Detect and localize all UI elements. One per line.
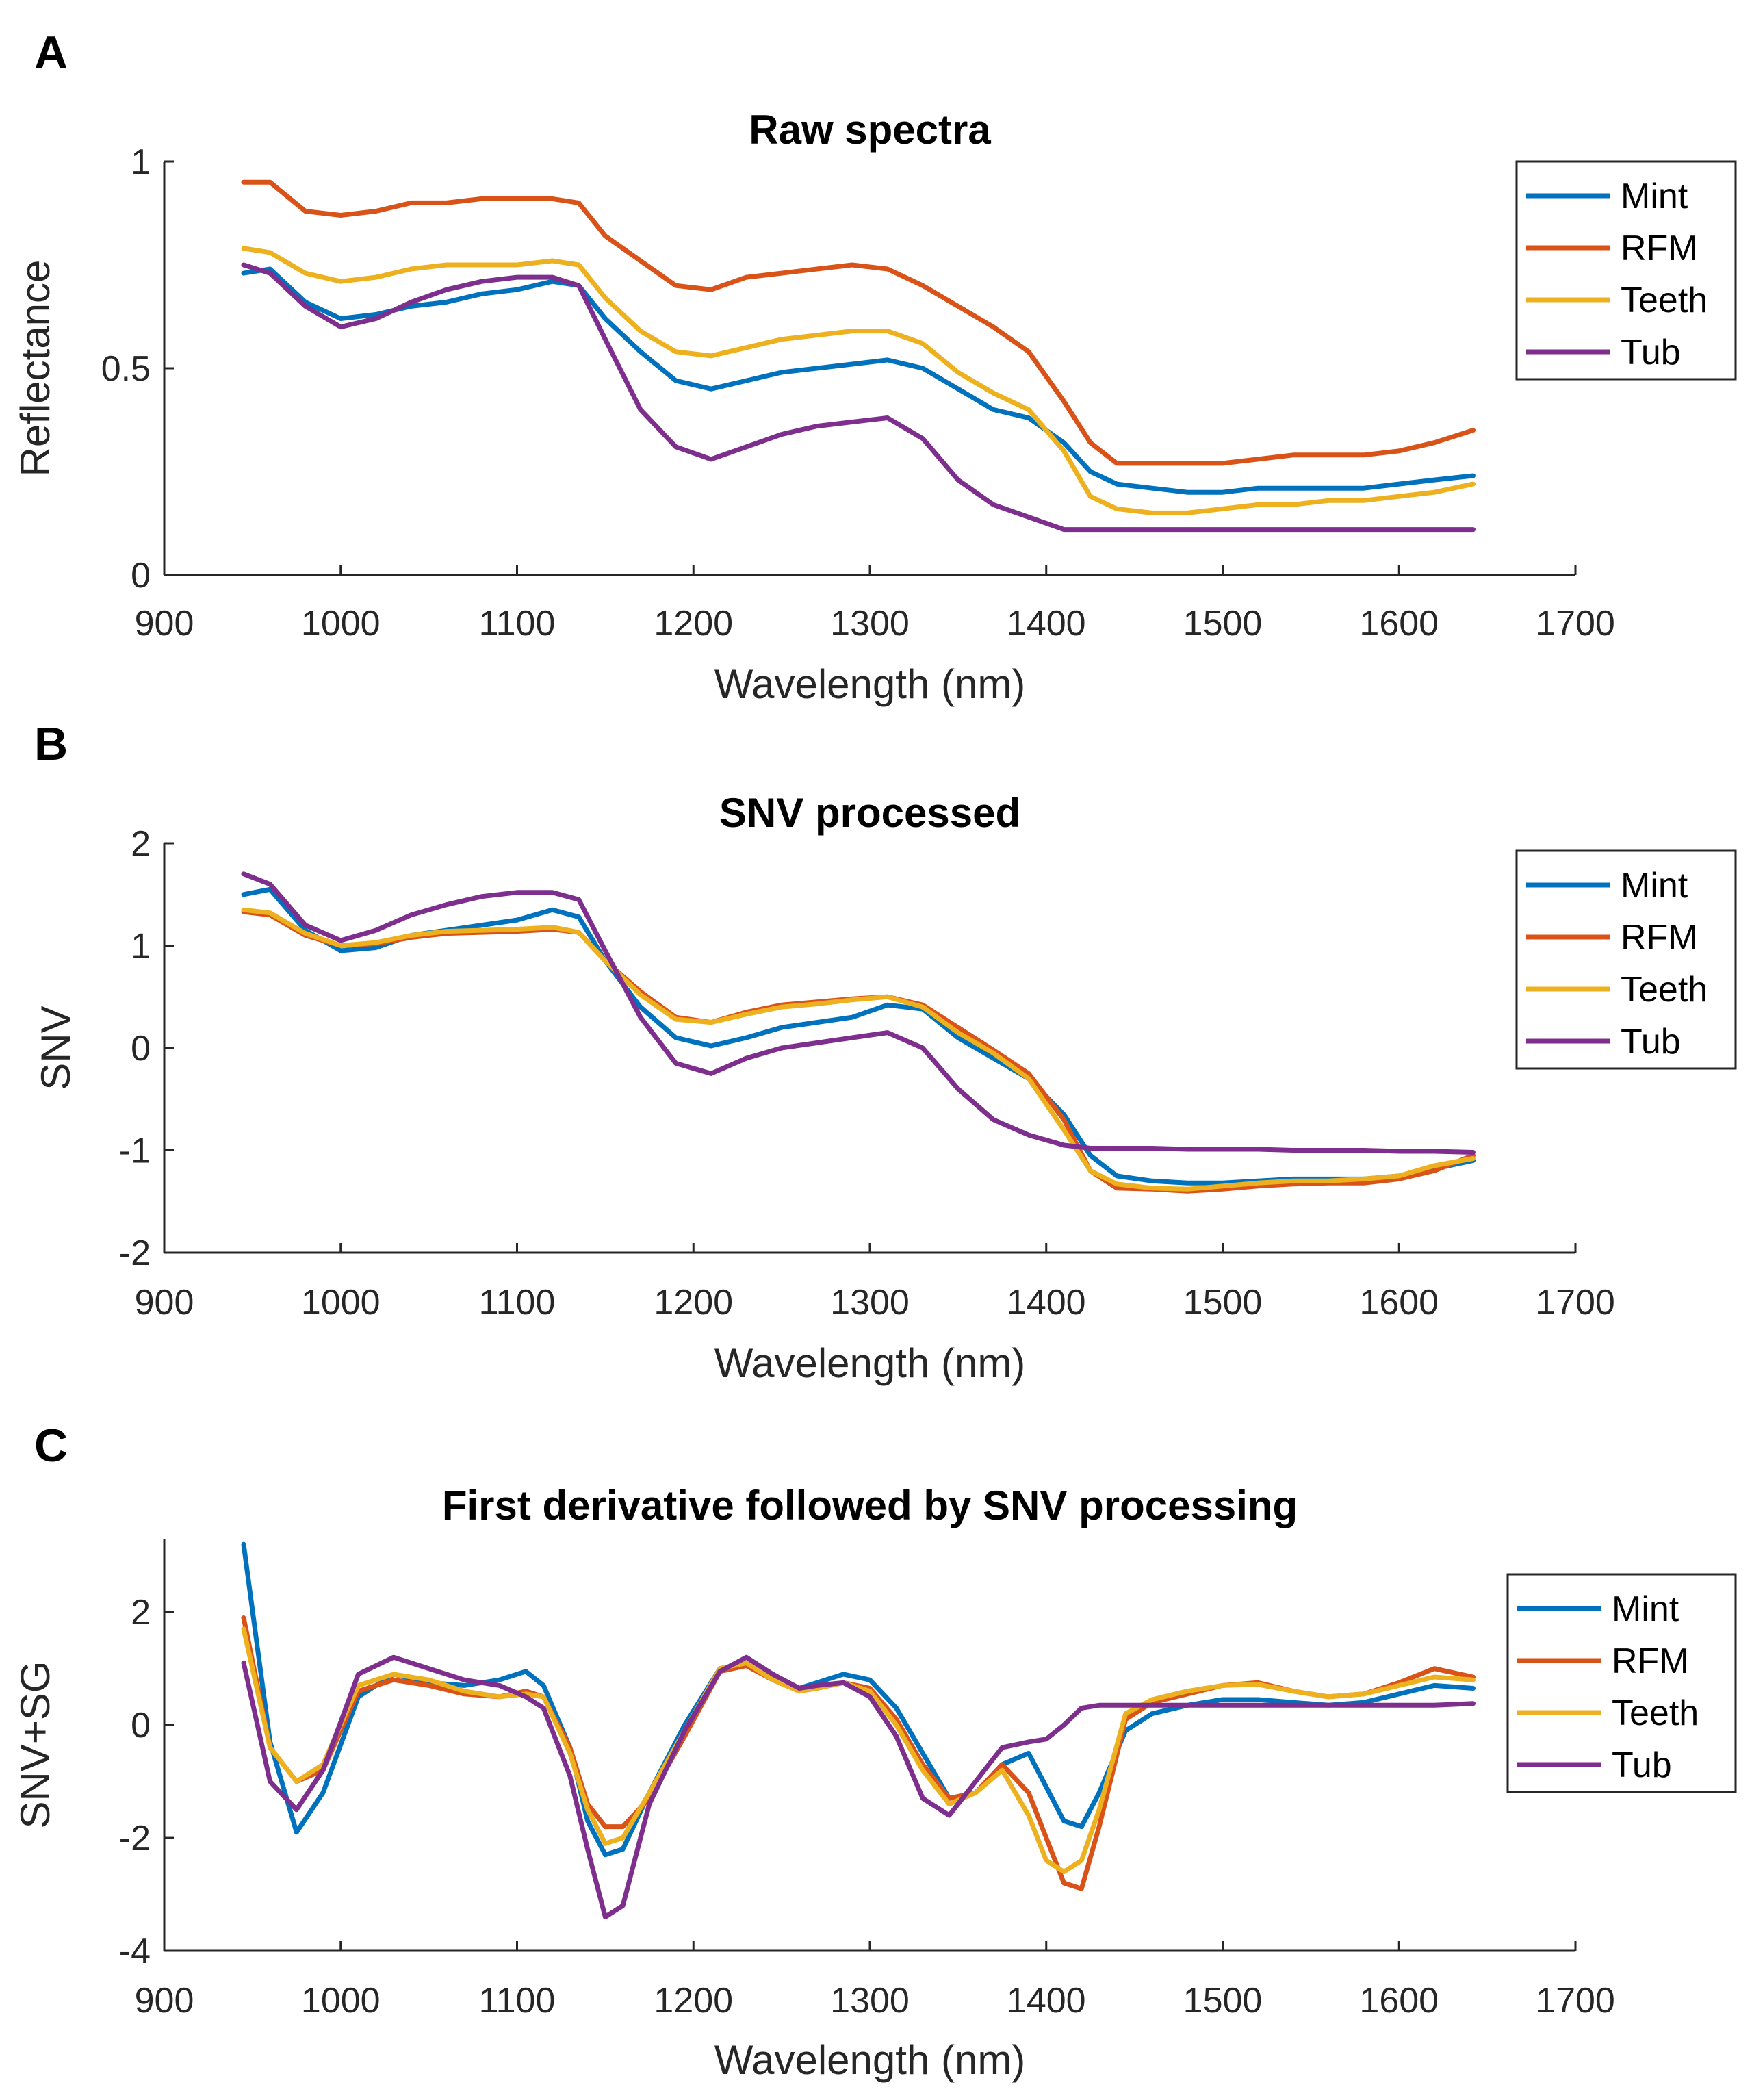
x-tick-label: 1200 bbox=[654, 1981, 733, 2021]
x-tick-label: 1400 bbox=[1007, 604, 1086, 643]
legend: Mint RFM Teeth Tub bbox=[1506, 1573, 1737, 1793]
panel-b: B SNV processed 900 1000 1100 1200 1300 1400 150… bbox=[33, 718, 1737, 1386]
chart-title: Raw spectra bbox=[749, 107, 991, 153]
series-line-mint bbox=[241, 1541, 1476, 1858]
series-line-teeth bbox=[241, 246, 1476, 515]
legend-label: RFM bbox=[1621, 229, 1698, 268]
x-tick-label: 1700 bbox=[1536, 1283, 1615, 1322]
series-line-rfm bbox=[241, 179, 1476, 466]
legend-label: RFM bbox=[1612, 1641, 1689, 1681]
x-tick-label: 1100 bbox=[479, 1981, 556, 2021]
series-line-mint bbox=[241, 266, 1476, 495]
x-tick-label: 1300 bbox=[830, 1283, 910, 1322]
x-tick-label: 1600 bbox=[1359, 604, 1439, 643]
x-tick-label: 900 bbox=[135, 604, 194, 643]
panel-c: C First derivative followed by SNV proces… bbox=[12, 1420, 1737, 2083]
x-tick-label: 1000 bbox=[301, 1981, 381, 2021]
x-tick-label: 1300 bbox=[830, 1981, 910, 2021]
y-tick-label: 0 bbox=[131, 1029, 151, 1068]
y-tick-label: 0.5 bbox=[101, 349, 151, 389]
legend: Mint RFM Teeth Tub bbox=[1515, 160, 1737, 381]
legend-label: Teeth bbox=[1621, 281, 1708, 320]
legend-label: Tub bbox=[1612, 1745, 1672, 1785]
legend: Mint RFM Teeth Tub bbox=[1515, 849, 1737, 1070]
x-tick-label: 1200 bbox=[654, 604, 733, 643]
x-tick-label: 900 bbox=[135, 1981, 194, 2021]
x-axis-label: Wavelength (nm) bbox=[714, 661, 1026, 707]
x-tick-label: 1400 bbox=[1007, 1981, 1086, 2021]
x-tick-label: 1600 bbox=[1359, 1981, 1439, 2021]
legend-label: Tub bbox=[1621, 333, 1681, 372]
y-tick-label: -4 bbox=[119, 1932, 151, 1971]
series-line-tub bbox=[241, 1654, 1476, 1919]
x-tick-label: 1000 bbox=[301, 604, 381, 643]
y-tick-label: 1 bbox=[131, 142, 151, 182]
x-tick-label: 1300 bbox=[830, 604, 910, 643]
legend-label: Mint bbox=[1621, 177, 1688, 216]
series-line-tub bbox=[241, 262, 1476, 533]
y-tick-label: 2 bbox=[131, 1593, 151, 1632]
series-line-tub bbox=[241, 871, 1476, 1155]
x-tick-label: 1600 bbox=[1359, 1283, 1439, 1322]
series-line-teeth bbox=[241, 907, 1476, 1192]
x-tick-label: 1500 bbox=[1183, 1283, 1263, 1322]
y-axis-label: SNV bbox=[33, 1006, 79, 1090]
x-tick-label: 900 bbox=[135, 1283, 194, 1322]
chart-title: First derivative followed by SNV process… bbox=[442, 1483, 1298, 1528]
legend-label: Teeth bbox=[1612, 1693, 1699, 1733]
legend-label: Tub bbox=[1621, 1022, 1681, 1062]
legend-label: Mint bbox=[1621, 866, 1688, 906]
chart-title: SNV processed bbox=[719, 790, 1020, 836]
y-tick-label: 0 bbox=[131, 1706, 151, 1745]
legend-label: Mint bbox=[1612, 1589, 1679, 1629]
series-line-rfm bbox=[241, 1615, 1476, 1891]
x-tick-label: 1100 bbox=[479, 604, 556, 643]
legend-label: RFM bbox=[1621, 918, 1698, 958]
panel-letter: B bbox=[34, 718, 68, 770]
y-tick-label: 2 bbox=[131, 824, 151, 864]
x-axis-label: Wavelength (nm) bbox=[714, 1340, 1026, 1386]
x-tick-label: 1200 bbox=[654, 1283, 733, 1322]
y-tick-label: -1 bbox=[119, 1131, 151, 1171]
panel-a: A Raw spectra 900 1000 1100 1200 1300 1400 1500 1… bbox=[12, 27, 1737, 707]
panel-letter: C bbox=[34, 1420, 68, 1472]
x-axis-label: Wavelength (nm) bbox=[714, 2037, 1026, 2083]
x-tick-label: 1400 bbox=[1007, 1283, 1086, 1322]
legend-label: Teeth bbox=[1621, 970, 1708, 1010]
x-tick-label: 1700 bbox=[1536, 604, 1615, 643]
x-tick-label: 1500 bbox=[1183, 1981, 1263, 2021]
y-axis-label: Reflectance bbox=[12, 260, 58, 477]
x-tick-label: 1700 bbox=[1536, 1981, 1615, 2021]
x-tick-label: 1500 bbox=[1183, 604, 1263, 643]
y-tick-label: -2 bbox=[119, 1233, 151, 1273]
panel-letter: A bbox=[34, 27, 68, 79]
y-tick-label: 1 bbox=[131, 927, 151, 966]
x-tick-label: 1100 bbox=[479, 1283, 556, 1322]
series-line-teeth bbox=[241, 1626, 1476, 1874]
y-axis-label: SNV+SG bbox=[12, 1661, 58, 1828]
y-tick-label: -2 bbox=[119, 1819, 151, 1858]
y-tick-label: 0 bbox=[131, 556, 151, 596]
x-tick-label: 1000 bbox=[301, 1283, 381, 1322]
